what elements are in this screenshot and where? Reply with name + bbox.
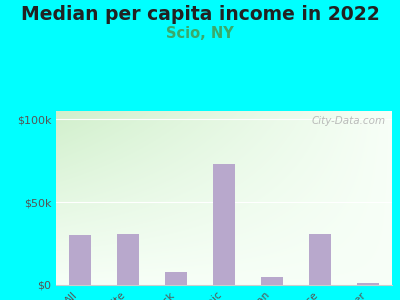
Bar <box>213 164 235 285</box>
Bar <box>69 235 91 285</box>
Text: Scio, NY: Scio, NY <box>166 26 234 40</box>
Bar <box>117 234 139 285</box>
Bar <box>261 277 283 285</box>
Bar <box>309 234 331 285</box>
Bar <box>357 283 379 285</box>
Bar <box>165 272 187 285</box>
Text: City-Data.com: City-Data.com <box>311 116 385 126</box>
Text: Median per capita income in 2022: Median per capita income in 2022 <box>21 4 379 23</box>
